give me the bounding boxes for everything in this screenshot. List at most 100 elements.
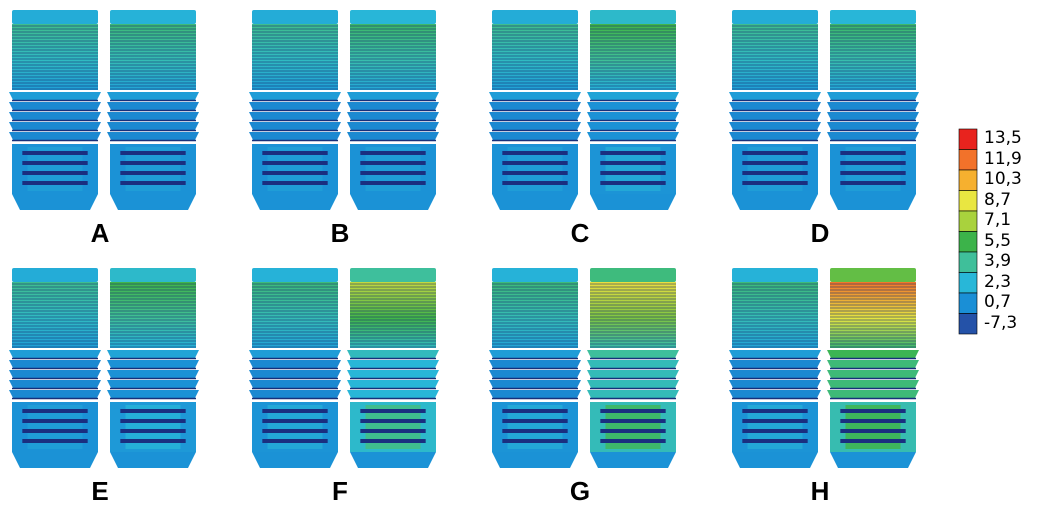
macro-thread xyxy=(107,370,199,378)
flute-groove xyxy=(502,419,568,423)
macro-thread xyxy=(489,122,581,130)
implant-collar xyxy=(12,268,98,282)
macro-thread xyxy=(587,102,679,110)
flute-groove xyxy=(742,429,808,433)
implant-apex xyxy=(110,452,196,468)
macro-thread xyxy=(107,350,199,358)
flute-groove xyxy=(120,181,186,185)
flute-groove xyxy=(840,161,906,165)
flute-groove xyxy=(600,161,666,165)
implant-collar xyxy=(110,268,196,282)
implant-collar xyxy=(590,10,676,24)
macro-thread xyxy=(587,92,679,100)
implant-apex xyxy=(12,452,98,468)
implant-apex xyxy=(12,194,98,210)
panel-label: D xyxy=(810,218,830,248)
flute-groove xyxy=(742,439,808,443)
macro-thread xyxy=(249,360,341,368)
flute-groove xyxy=(502,171,568,175)
flute-groove xyxy=(360,171,426,175)
macro-thread xyxy=(587,112,679,120)
flute-groove xyxy=(840,419,906,423)
panel-label: G xyxy=(569,476,591,506)
flute-groove xyxy=(262,151,328,155)
macro-thread xyxy=(107,112,199,120)
macro-thread xyxy=(249,390,341,398)
implant-right xyxy=(827,268,919,468)
macro-thread xyxy=(729,102,821,110)
legend-label: 7,1 xyxy=(984,210,1012,230)
implant-collar xyxy=(350,268,436,282)
implant-apex xyxy=(252,452,338,468)
macro-thread xyxy=(9,112,101,120)
macro-thread xyxy=(729,360,821,368)
macro-thread xyxy=(729,112,821,120)
macro-thread xyxy=(489,92,581,100)
flute-groove xyxy=(600,171,666,175)
macro-thread xyxy=(827,102,919,110)
flute-groove xyxy=(262,439,328,443)
legend-swatch xyxy=(958,210,978,232)
implant-right xyxy=(107,268,199,468)
flute-groove xyxy=(360,161,426,165)
macro-thread xyxy=(107,92,199,100)
implant-right xyxy=(347,268,439,468)
macro-thread xyxy=(729,390,821,398)
flute-groove xyxy=(502,439,568,443)
macro-thread xyxy=(489,132,581,140)
flute-groove xyxy=(262,409,328,413)
macro-thread xyxy=(587,360,679,368)
macro-thread xyxy=(347,112,439,120)
macro-thread xyxy=(107,132,199,140)
flute-groove xyxy=(120,151,186,155)
flute-groove xyxy=(742,161,808,165)
macro-thread xyxy=(9,390,101,398)
panel-b: B xyxy=(240,10,440,248)
flute-groove xyxy=(360,439,426,443)
implant-apex xyxy=(590,194,676,210)
flute-groove xyxy=(600,409,666,413)
implant-left xyxy=(249,10,341,210)
legend-label: 2,3 xyxy=(984,271,1012,292)
legend-swatch xyxy=(958,313,978,335)
panel-label: H xyxy=(810,476,830,506)
flute-groove xyxy=(600,439,666,443)
flute-groove xyxy=(22,439,88,443)
flute-groove xyxy=(360,409,426,413)
flute-groove xyxy=(502,151,568,155)
legend-label: 3,9 xyxy=(984,251,1012,271)
implant-apex xyxy=(732,194,818,210)
macro-thread xyxy=(249,350,341,358)
implant-collar xyxy=(12,10,98,24)
legend-swatch xyxy=(958,251,978,273)
flute-groove xyxy=(120,419,186,423)
legend-label: 13,5 xyxy=(984,128,1022,148)
macro-thread xyxy=(347,122,439,130)
flute-groove xyxy=(742,181,808,185)
flute-groove xyxy=(22,151,88,155)
macro-thread xyxy=(827,112,919,120)
implant-collar xyxy=(252,268,338,282)
macro-thread xyxy=(9,122,101,130)
macro-thread xyxy=(729,92,821,100)
macro-thread xyxy=(107,122,199,130)
implant-collar xyxy=(350,10,436,24)
flute-groove xyxy=(262,161,328,165)
flute-groove xyxy=(502,181,568,185)
implant-apex xyxy=(590,452,676,468)
legend-swatch xyxy=(958,190,978,212)
implant-left xyxy=(729,268,821,468)
macro-thread xyxy=(347,102,439,110)
macro-thread xyxy=(107,360,199,368)
macro-thread xyxy=(827,92,919,100)
macro-thread xyxy=(827,390,919,398)
flute-groove xyxy=(360,151,426,155)
flute-groove xyxy=(840,181,906,185)
flute-groove xyxy=(262,429,328,433)
flute-groove xyxy=(120,439,186,443)
legend-label: 8,7 xyxy=(984,189,1012,210)
flute-groove xyxy=(22,409,88,413)
panel-e: E xyxy=(0,268,200,506)
flute-groove xyxy=(600,151,666,155)
flute-groove xyxy=(840,429,906,433)
